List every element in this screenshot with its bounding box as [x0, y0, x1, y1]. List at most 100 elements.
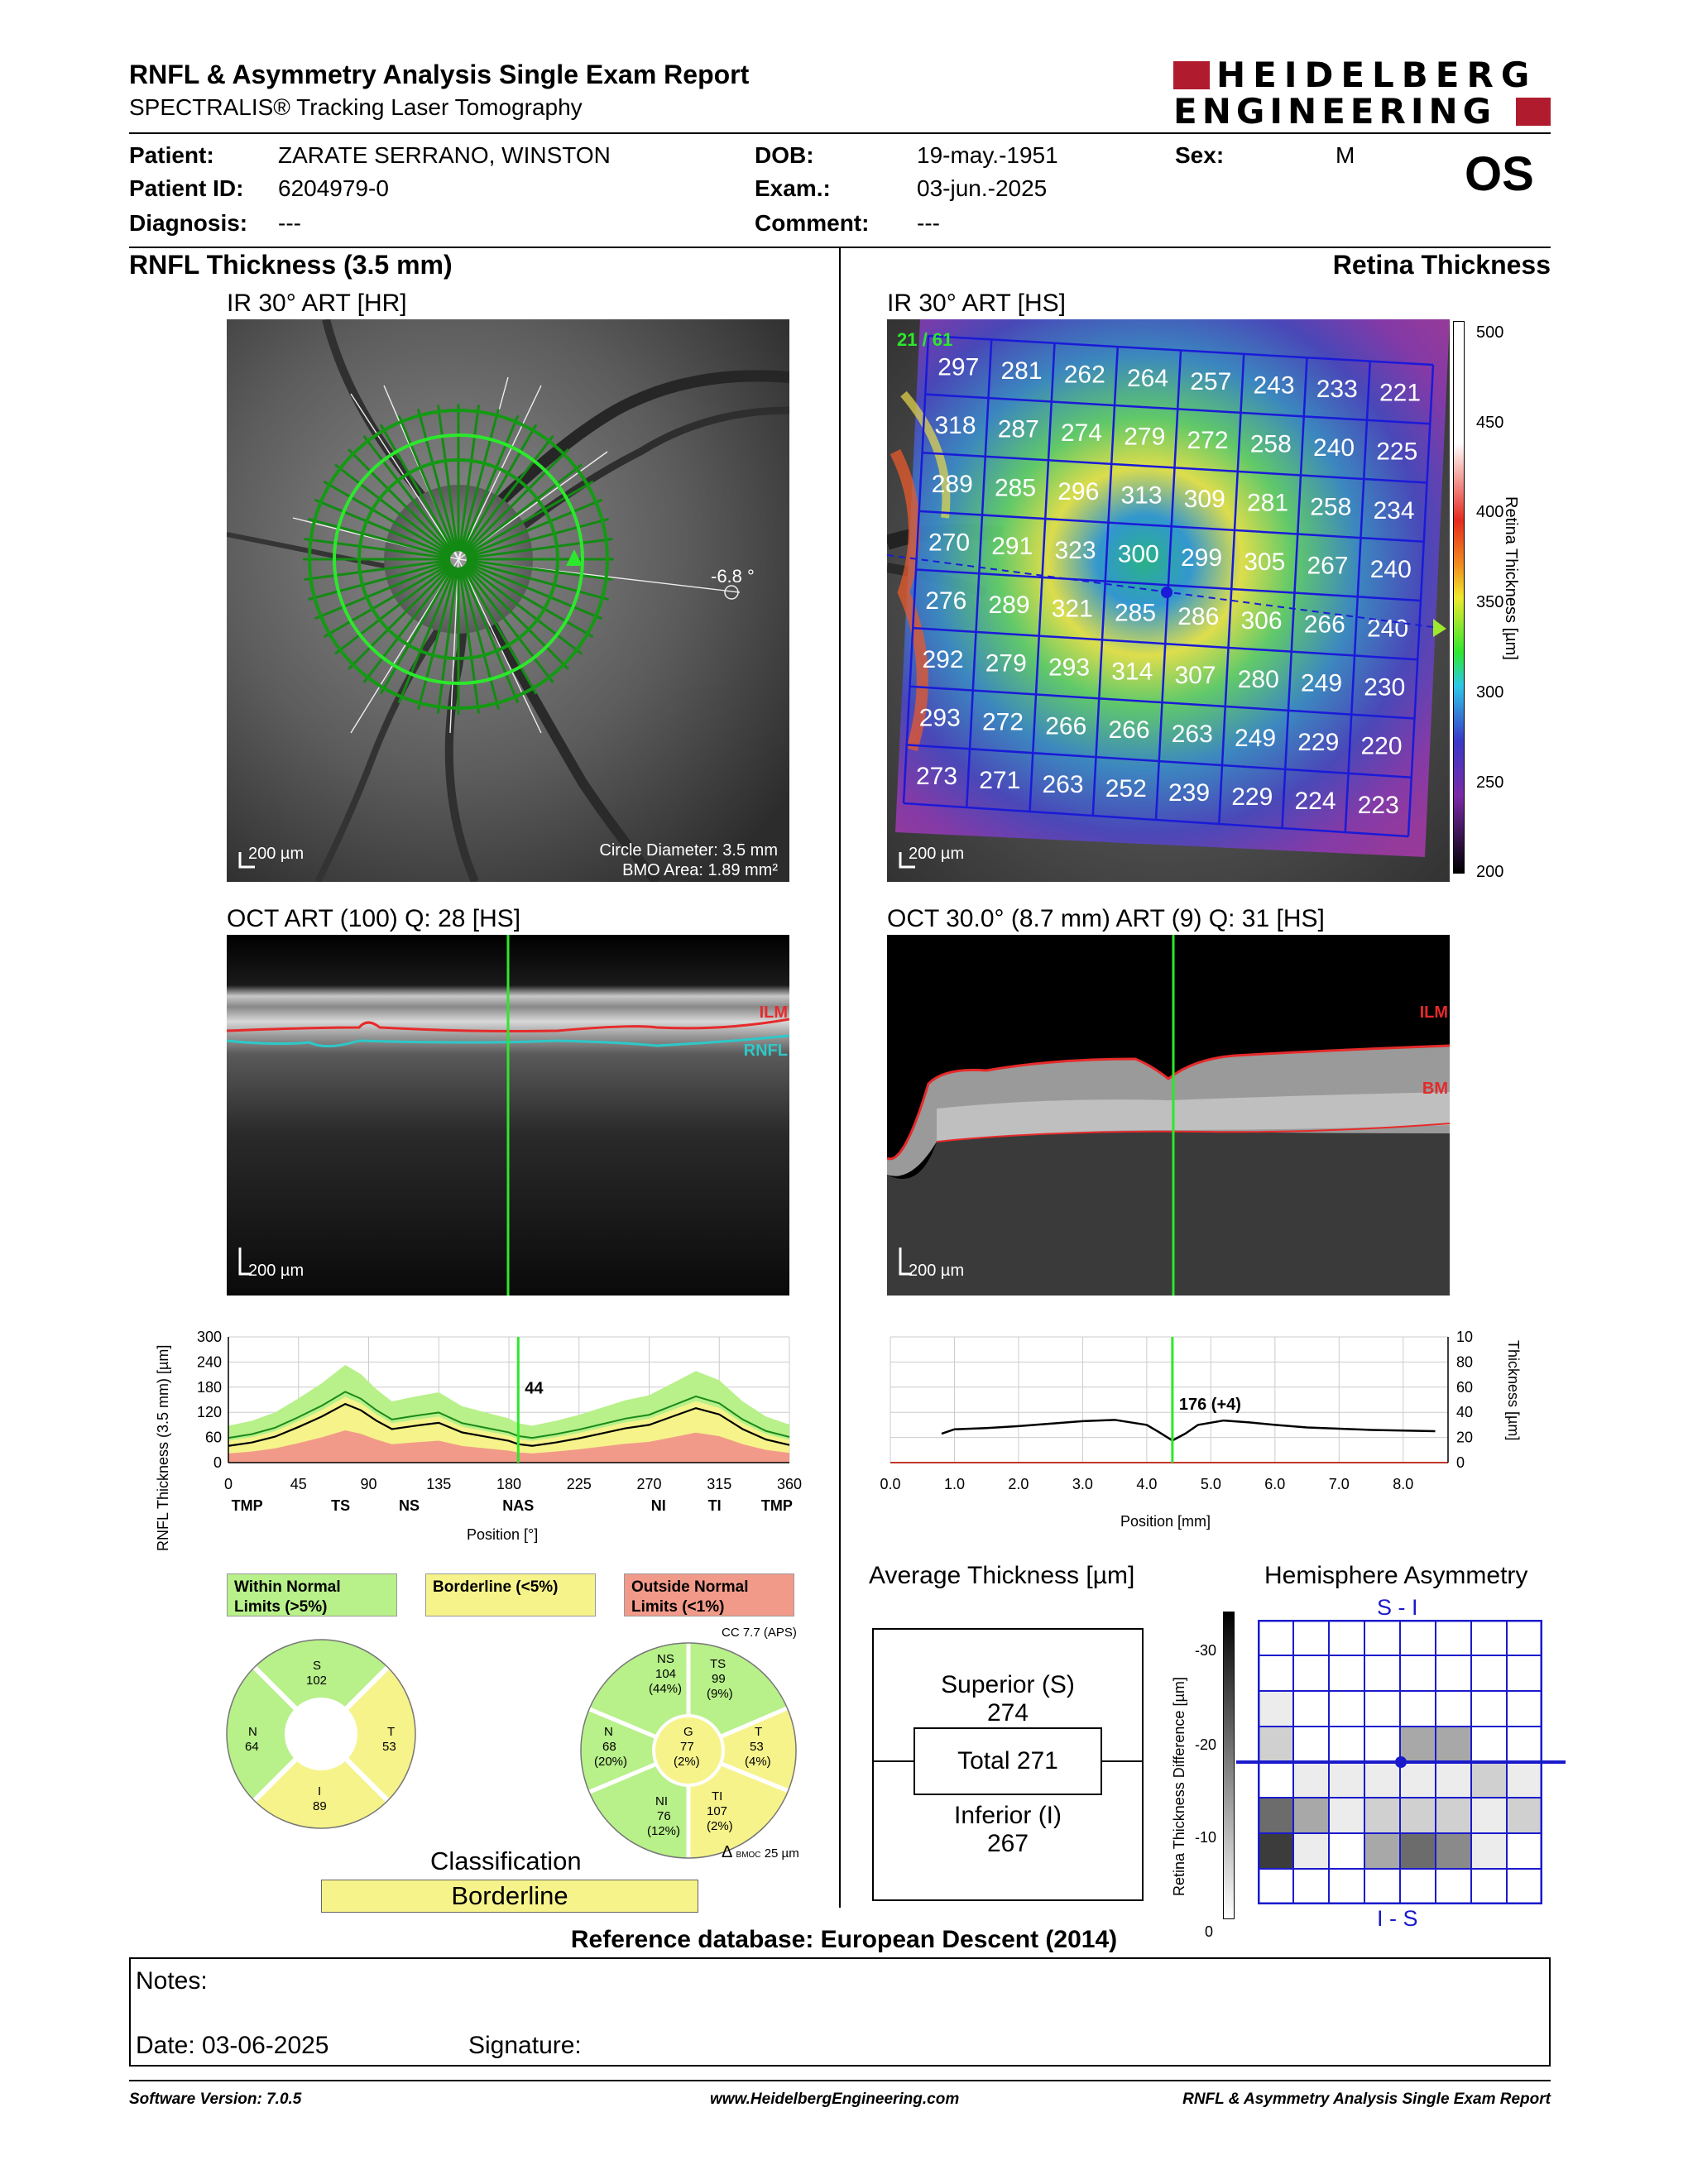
asymmetry-scale-tick: 0 [1205, 1923, 1214, 1940]
colorbar-tick: 350 [1476, 593, 1504, 612]
rnfl-sector-label: NAS [502, 1497, 534, 1514]
grid-value: 281 [1247, 490, 1288, 517]
grid-value: 276 [925, 587, 966, 615]
rnfl-x-tick: 0 [224, 1476, 233, 1492]
asymmetry-scale-label: Retina Thickness Difference [µm] [1171, 1677, 1187, 1896]
grid-value: 293 [1048, 654, 1090, 681]
sector-ns-label: NS [657, 1652, 674, 1666]
thickness-colorbar [1453, 321, 1465, 874]
patient-name: ZARATE SERRANO, WINSTON [278, 142, 611, 168]
quad-t-value: 53 [382, 1740, 396, 1754]
retina-oct-scale: 200 µm [909, 1262, 965, 1280]
grid-value: 234 [1373, 497, 1414, 524]
retina-x-tick: 8.0 [1393, 1476, 1413, 1492]
quad-i-value: 89 [313, 1799, 327, 1813]
quad-i-label: I [318, 1784, 322, 1798]
rnfl-ir-title: IR 30° ART [HR] [227, 290, 407, 317]
footer-report-name: RNFL & Asymmetry Analysis Single Exam Re… [1182, 2091, 1551, 2108]
rnfl-label: RNFL [743, 1042, 788, 1060]
grid-value: 272 [1187, 427, 1228, 454]
retina-profile-chart: 176 (+4) 1000 800 600 400 200 0 0.0 1.0 2.0 3.0 4.0… [877, 1324, 1489, 1555]
retina-y-tick: 200 [1456, 1430, 1473, 1446]
grid-value: 229 [1231, 783, 1273, 811]
retina-x-tick: 2.0 [1008, 1476, 1029, 1492]
grid-value: 229 [1297, 729, 1339, 756]
grid-value: 307 [1174, 662, 1216, 689]
website-link[interactable]: www.HeidelbergEngineering.com [710, 2091, 960, 2108]
asymmetry-grid [1257, 1619, 1543, 1905]
grid-value: 267 [1307, 552, 1348, 579]
rnfl-cursor-label: 44 [525, 1379, 544, 1397]
grid-value: 271 [979, 767, 1020, 794]
rnfl-chart-xlabel: Position [°] [467, 1526, 539, 1543]
rnfl-sector-label: TMP [232, 1497, 263, 1514]
retina-x-tick: 4.0 [1136, 1476, 1157, 1492]
classification-label: Classification [430, 1846, 582, 1875]
quad-s-label: S [313, 1659, 322, 1673]
grid-value: 281 [1000, 357, 1042, 385]
sector-ni-label: NI [655, 1794, 668, 1808]
sector-ni-value: 76 [657, 1809, 671, 1823]
asymmetry-scale-tick: -30 [1195, 1642, 1217, 1659]
grid-value: 252 [1105, 775, 1147, 802]
exam-date: 03-jun.-2025 [917, 175, 1048, 201]
report-subtitle: SPECTRALIS® Tracking Laser Tomography [129, 94, 583, 120]
grid-value: 233 [1316, 376, 1358, 403]
asymmetry-scale-tick: -20 [1195, 1736, 1217, 1753]
rnfl-y-tick: 180 [197, 1379, 222, 1396]
retina-x-tick: 3.0 [1072, 1476, 1093, 1492]
rnfl-x-tick: 315 [707, 1476, 731, 1492]
grid-value: 243 [1253, 372, 1294, 400]
rnfl-x-tick: 225 [567, 1476, 592, 1492]
bmo-area: BMO Area: 1.89 mm² [622, 861, 778, 879]
classification-value: Borderline [451, 1881, 568, 1910]
inferior-label: Inferior (I) [953, 1802, 1062, 1829]
dob-label: DOB: [755, 142, 814, 168]
rnfl-x-tick: 270 [636, 1476, 661, 1492]
retina-y-tick: 400 [1456, 1404, 1473, 1420]
dob-value: 19-may.-1951 [917, 142, 1058, 168]
asymmetry-bottom-label: I - S [1377, 1906, 1418, 1931]
colorbar-tick: 300 [1476, 682, 1504, 702]
retina-y-tick: 600 [1456, 1379, 1473, 1396]
grid-value: 239 [1168, 779, 1210, 807]
average-thickness-title: Average Thickness [µm] [869, 1562, 1135, 1589]
rnfl-y-tick: 60 [205, 1430, 222, 1446]
grid-value: 262 [1064, 361, 1105, 388]
sector-g-value: 77 [680, 1740, 694, 1754]
grid-value: 321 [1052, 596, 1093, 623]
grid-value: 225 [1376, 438, 1417, 466]
sector-diagram: NS 104 (44%) TS 99 (9%) N 68 (20%) G 77 … [579, 1641, 798, 1860]
bmoc-indicator: Δ BMOC 25 µm [722, 1843, 799, 1861]
colorbar-tick: 450 [1476, 413, 1504, 432]
report-title: RNFL & Asymmetry Analysis Single Exam Re… [129, 60, 750, 89]
grid-value: 323 [1054, 537, 1096, 564]
quadrant-diagram: S 102 N 64 T 53 I 89 [225, 1638, 417, 1830]
sector-t-label: T [755, 1725, 763, 1739]
ilm-label-right: ILM [1419, 1003, 1448, 1022]
bm-label: BM [1422, 1080, 1448, 1098]
colorbar-tick: 400 [1476, 503, 1504, 522]
retina-x-tick: 1.0 [944, 1476, 965, 1492]
rnfl-y-tick: 120 [197, 1404, 222, 1420]
sector-g-pct: (2%) [674, 1755, 700, 1769]
grid-value: 296 [1057, 478, 1099, 505]
svg-text:-6.8 °: -6.8 ° [711, 566, 755, 587]
grid-value: 292 [922, 646, 963, 673]
sector-t-value: 53 [750, 1740, 764, 1754]
sector-ni-pct: (12%) [647, 1824, 681, 1838]
grid-value: 289 [932, 471, 973, 498]
grid-value: 305 [1244, 548, 1285, 576]
grid-value: 287 [998, 416, 1039, 443]
retina-ir-title: IR 30° ART [HS] [887, 290, 1066, 317]
comment-value: --- [917, 210, 940, 236]
asymmetry-scale [1223, 1612, 1235, 1919]
grid-value: 263 [1042, 771, 1083, 798]
rnfl-series-line [228, 1402, 790, 1447]
sex-label: Sex: [1175, 142, 1225, 168]
grid-value: 220 [1360, 733, 1402, 760]
grid-value: 266 [1045, 712, 1086, 740]
quad-n-label: N [248, 1725, 257, 1739]
circle-diameter: Circle Diameter: 3.5 mm [599, 841, 778, 860]
grid-value: 258 [1310, 493, 1351, 520]
